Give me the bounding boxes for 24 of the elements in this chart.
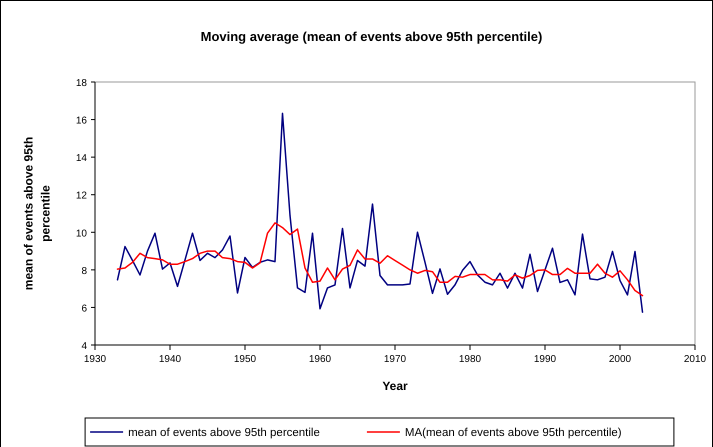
x-tick-label: 1930 bbox=[84, 354, 107, 365]
chart-title: Moving average (mean of events above 95th percentile) bbox=[200, 29, 542, 44]
legend-label: MA(mean of events above 95th percentile) bbox=[404, 427, 622, 439]
y-tick-label: 12 bbox=[76, 190, 88, 202]
x-tick-label: 1980 bbox=[458, 354, 482, 365]
x-tick-label: 1940 bbox=[158, 354, 182, 365]
y-tick-label: 10 bbox=[76, 228, 88, 240]
x-axis-title: Year bbox=[382, 379, 408, 393]
y-tick-label: 16 bbox=[76, 116, 88, 127]
line-series bbox=[116, 112, 644, 313]
x-tick-label: 2000 bbox=[608, 354, 632, 365]
x-tick-label: 1990 bbox=[534, 354, 557, 365]
x-tick-label: 2010 bbox=[684, 354, 707, 365]
y-tick-label: 14 bbox=[76, 153, 88, 164]
y-tick-label: 4 bbox=[81, 341, 88, 352]
y-tick-label: 8 bbox=[81, 266, 88, 277]
x-tick-label: 1970 bbox=[384, 354, 407, 365]
y-tick-label: 6 bbox=[81, 303, 88, 314]
x-tick-label: 1950 bbox=[234, 354, 257, 365]
y-tick-label: 18 bbox=[76, 78, 88, 89]
y-axis-title: mean of events above 95th percentile bbox=[22, 136, 52, 290]
legend-label: mean of events above 95th percentile bbox=[128, 427, 320, 439]
line-series bbox=[116, 222, 644, 296]
x-tick-label: 1960 bbox=[308, 354, 332, 365]
